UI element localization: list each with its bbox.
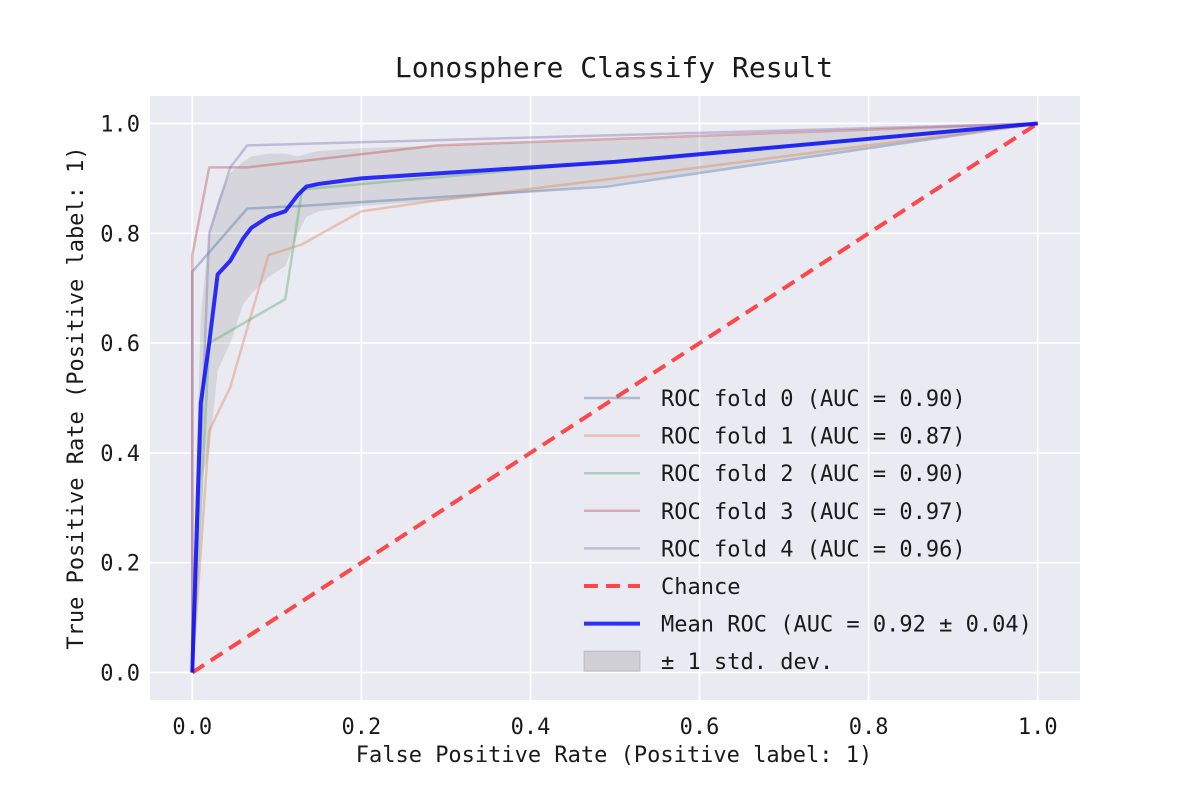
y-axis-label: True Positive Rate (Positive label: 1): [64, 146, 89, 649]
y-tick-label: 1.0: [100, 112, 140, 137]
mean-roc-line: [190, 121, 1038, 673]
legend-label: Mean ROC (AUC = 0.92 ± 0.04): [661, 613, 1032, 638]
x-tick-label: 0.0: [172, 715, 212, 740]
y-tick-label: 0.4: [100, 442, 140, 467]
grid-lines: [150, 96, 1080, 700]
x-axis-label: False Positive Rate (Positive label: 1): [356, 743, 873, 768]
legend: ROC fold 0 (AUC = 0.90) ROC fold 1 (AUC =…: [583, 387, 1032, 675]
legend-label: ROC fold 0 (AUC = 0.90): [661, 387, 966, 412]
legend-label: ROC fold 3 (AUC = 0.97): [661, 500, 966, 525]
legend-label: ROC fold 4 (AUC = 0.96): [661, 537, 966, 562]
roc-fold-1-line: [191, 122, 1038, 673]
y-tick-label: 0.2: [100, 552, 140, 577]
chance-line: [191, 121, 1039, 675]
std-dev-band: [192, 123, 1038, 673]
legend-swatch: [583, 650, 641, 672]
roc-fold-0-line: [191, 122, 1038, 673]
chart-title: Lonosphere Classify Result: [395, 51, 833, 84]
x-tick-label: 0.2: [341, 715, 381, 740]
legend-label: Chance: [661, 575, 740, 600]
roc-fold-2-line: [191, 122, 1038, 673]
legend-label: ROC fold 1 (AUC = 0.87): [661, 425, 966, 450]
x-tick-labels: 0.0 0.2 0.4 0.6 0.8 1.0: [172, 715, 1057, 740]
x-tick-label: 0.4: [511, 715, 551, 740]
x-tick-label: 1.0: [1018, 715, 1058, 740]
std-band-layer: [192, 123, 1038, 673]
roc-fold-3-line: [191, 122, 1038, 673]
legend-label: ± 1 std. dev.: [661, 650, 833, 675]
legend-label: ROC fold 2 (AUC = 0.90): [661, 462, 966, 487]
y-tick-label: 0.0: [100, 662, 140, 687]
y-tick-label: 0.8: [100, 222, 140, 247]
y-tick-labels: 0.0 0.2 0.4 0.6 0.8 1.0: [100, 112, 140, 686]
x-tick-label: 0.6: [680, 715, 720, 740]
series-layer: [190, 121, 1039, 675]
x-tick-label: 0.8: [849, 715, 889, 740]
y-tick-label: 0.6: [100, 332, 140, 357]
